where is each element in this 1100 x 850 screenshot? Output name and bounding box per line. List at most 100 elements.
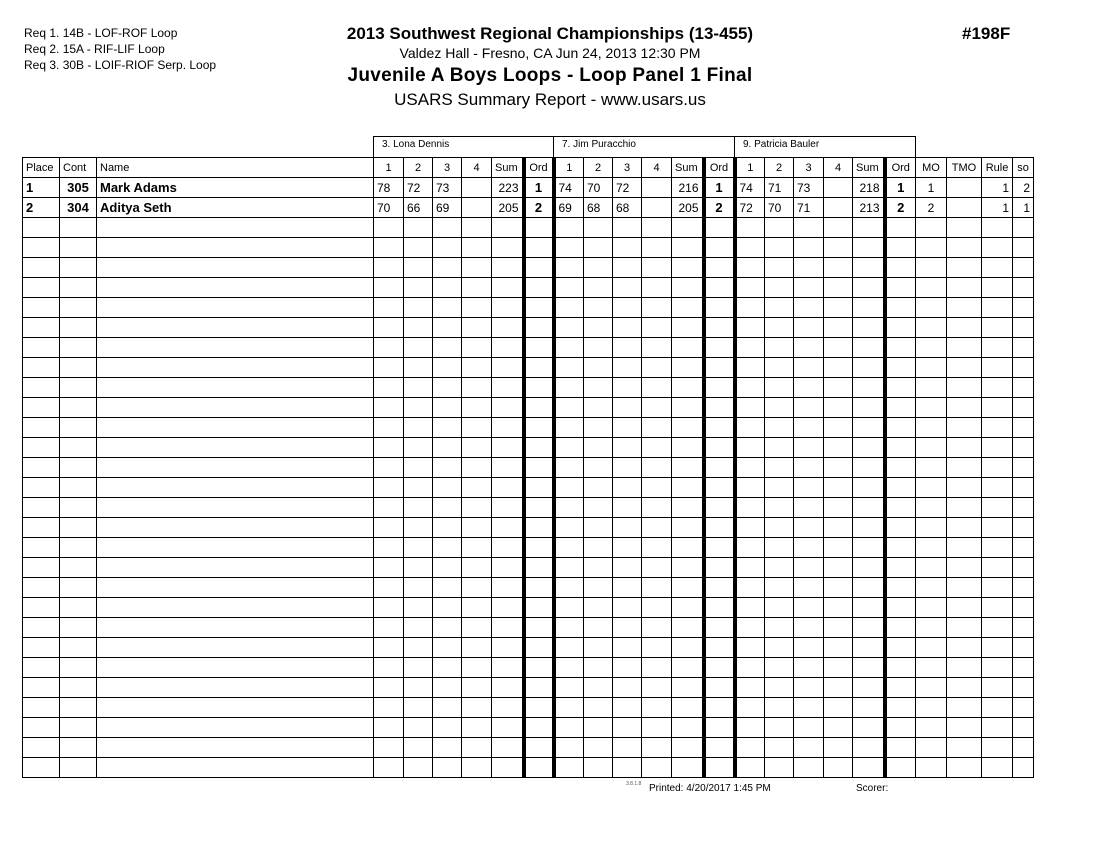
judge2-score3-cell: 68 [612, 197, 642, 218]
col-header-mo: MO [915, 157, 947, 178]
judge2-score2-cell [583, 337, 613, 358]
mo-cell [915, 517, 947, 538]
col-header-judge1-3: 3 [432, 157, 462, 178]
judge3-score2-cell [764, 297, 794, 318]
cont-cell [59, 397, 97, 418]
event-title: Juvenile A Boys Loops - Loop Panel 1 Fin… [347, 65, 753, 86]
judge1-sum-cell [491, 357, 524, 378]
col-header-rule: Rule [981, 157, 1013, 178]
place-cell [22, 737, 60, 758]
judge2-score1-cell [551, 397, 584, 418]
so-cell [1012, 257, 1034, 278]
judge3-ord-cell [882, 597, 916, 618]
judge3-score4-cell [823, 437, 853, 458]
judge3-ord-cell [882, 517, 916, 538]
cont-cell [59, 677, 97, 698]
tmo-cell [946, 277, 982, 298]
judge2-sum-cell [671, 397, 704, 418]
judge2-sum-cell [671, 677, 704, 698]
results-table: Place Cont Name 1 2 3 4 Sum Ord 1 2 3 4 Sum Ord 1 2 3 4 Sum… [22, 157, 1034, 778]
judge3-ord-cell [882, 237, 916, 258]
so-cell [1012, 337, 1034, 358]
judge1-ord-cell [521, 257, 554, 278]
so-cell [1012, 497, 1034, 518]
judge1-score1-cell [373, 657, 404, 678]
judge1-score1-cell [373, 357, 404, 378]
judge2-score4-cell [641, 417, 672, 438]
judge1-score3-cell: 69 [432, 197, 462, 218]
judge1-ord-cell [521, 297, 554, 318]
judge2-score3-cell [612, 337, 642, 358]
judge1-score1-cell [373, 297, 404, 318]
table-row [22, 657, 1034, 678]
judge1-score1-cell [373, 757, 404, 778]
judge2-score3-cell: 72 [612, 177, 642, 198]
judge1-sum-cell [491, 417, 524, 438]
place-cell [22, 457, 60, 478]
judge1-sum-cell [491, 617, 524, 638]
judge2-score4-cell [641, 677, 672, 698]
judge2-score4-cell [641, 637, 672, 658]
judge1-score4-cell [461, 717, 492, 738]
judge2-score2-cell: 70 [583, 177, 613, 198]
judge2-ord-cell [701, 277, 735, 298]
judge3-score2-cell: 71 [764, 177, 794, 198]
judge3-sum-cell [852, 637, 885, 658]
judge2-score4-cell [641, 477, 672, 498]
judge1-score3-cell [432, 377, 462, 398]
judge1-sum-cell [491, 677, 524, 698]
judge2-sum-cell [671, 697, 704, 718]
col-header-judge2-2: 2 [583, 157, 613, 178]
judge1-score1-cell [373, 737, 404, 758]
judge3-score3-cell [793, 697, 824, 718]
name-cell [96, 437, 374, 458]
judge1-score3-cell [432, 317, 462, 338]
tmo-cell [946, 577, 982, 598]
judge3-score2-cell [764, 437, 794, 458]
judge1-score4-cell [461, 297, 492, 318]
judge2-score3-cell [612, 657, 642, 678]
place-cell [22, 577, 60, 598]
judge2-score1-cell [551, 697, 584, 718]
cont-cell [59, 517, 97, 538]
so-cell [1012, 437, 1034, 458]
judge2-sum-cell [671, 657, 704, 678]
judge2-score1-cell [551, 597, 584, 618]
table-row [22, 237, 1034, 258]
judge2-score1-cell [551, 217, 584, 238]
judge3-score4-cell [823, 737, 853, 758]
judge3-score2-cell [764, 357, 794, 378]
table-row [22, 537, 1034, 558]
judge3-score1-cell [732, 497, 765, 518]
place-cell [22, 337, 60, 358]
judge1-score3-cell [432, 217, 462, 238]
rule-cell [981, 637, 1013, 658]
so-cell [1012, 657, 1034, 678]
mo-cell: 2 [915, 197, 947, 218]
judge1-score2-cell [403, 477, 433, 498]
judge3-ord-cell [882, 417, 916, 438]
place-cell [22, 677, 60, 698]
cont-cell [59, 597, 97, 618]
cont-cell [59, 577, 97, 598]
judge2-score2-cell [583, 217, 613, 238]
judge2-sum-cell [671, 277, 704, 298]
judge2-score1-cell [551, 477, 584, 498]
name-cell [96, 497, 374, 518]
judge1-sum-cell [491, 517, 524, 538]
rule-cell [981, 757, 1013, 778]
judge3-sum-cell [852, 277, 885, 298]
judge2-score1-cell [551, 717, 584, 738]
judge1-score2-cell [403, 337, 433, 358]
name-cell [96, 297, 374, 318]
judge3-ord-cell [882, 617, 916, 638]
judge2-score2-cell [583, 317, 613, 338]
judge1-score1-cell [373, 477, 404, 498]
name-cell [96, 657, 374, 678]
name-cell [96, 717, 374, 738]
cont-cell [59, 337, 97, 358]
name-cell [96, 317, 374, 338]
judge1-ord-cell [521, 757, 554, 778]
table-header-row: Place Cont Name 1 2 3 4 Sum Ord 1 2 3 4 Sum Ord 1 2 3 4 Sum… [22, 157, 1034, 178]
judge1-ord-cell [521, 317, 554, 338]
